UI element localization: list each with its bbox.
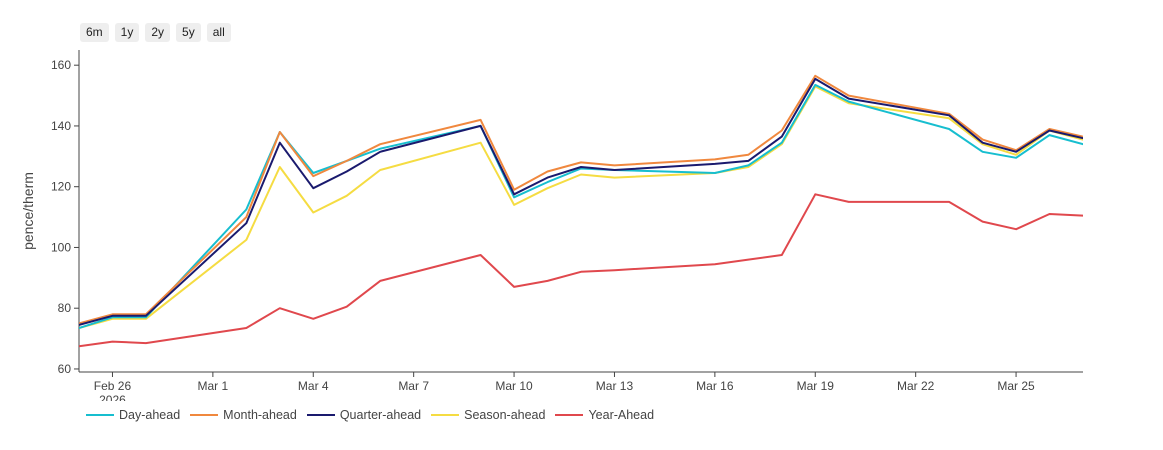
legend-swatch: [86, 414, 114, 416]
legend-label: Quarter-ahead: [339, 408, 422, 422]
x-tick-label: Mar 25: [997, 379, 1035, 393]
x-tick-label: Mar 22: [897, 379, 935, 393]
x-tick-sublabel: 2026: [99, 393, 126, 407]
range-button-1y[interactable]: 1y: [114, 23, 140, 42]
legend-swatch: [555, 414, 584, 416]
range-selector: 6m 1y 2y 5y all: [80, 23, 231, 42]
x-tick-label: Mar 16: [696, 379, 734, 393]
series-line-day-ahead[interactable]: [79, 83, 1083, 329]
legend-label: Day-ahead: [119, 408, 181, 422]
x-tick-label: Mar 19: [797, 379, 835, 393]
series-line-quarter-ahead[interactable]: [79, 77, 1083, 326]
y-tick-label: 80: [58, 301, 72, 315]
x-tick-label: Mar 4: [298, 379, 329, 393]
y-tick-label: 60: [58, 362, 72, 376]
x-tick-label: Mar 7: [398, 379, 429, 393]
range-button-all[interactable]: all: [206, 23, 231, 42]
legend-item-month-ahead[interactable]: Month-ahead: [190, 408, 297, 422]
y-axis-title: pence/therm: [20, 172, 36, 250]
series-line-year-ahead[interactable]: [79, 193, 1083, 348]
legend-item-season-ahead[interactable]: Season-ahead: [431, 408, 545, 422]
x-tick-label: Mar 1: [198, 379, 229, 393]
legend-swatch: [431, 414, 460, 416]
legend-item-day-ahead[interactable]: Day-ahead: [86, 408, 180, 422]
y-tick-label: 120: [51, 180, 71, 194]
range-button-5y[interactable]: 5y: [176, 23, 201, 42]
y-tick-label: 140: [51, 119, 71, 133]
legend-item-quarter-ahead[interactable]: Quarter-ahead: [306, 408, 422, 422]
legend-label: Month-ahead: [223, 408, 297, 422]
legend: Day-ahead Month-ahead Quarter-ahead Season-…: [86, 408, 654, 422]
legend-label: Year-Ahead: [588, 408, 655, 422]
series-line-season-ahead[interactable]: [79, 85, 1083, 329]
x-tick-label: Feb 26: [94, 379, 132, 393]
x-tick-label: Mar 13: [596, 379, 634, 393]
range-button-2y[interactable]: 2y: [145, 23, 171, 42]
series-lines: [79, 74, 1083, 348]
x-tick-label: Mar 10: [495, 379, 533, 393]
range-button-6m[interactable]: 6m: [80, 23, 109, 42]
series-line-month-ahead[interactable]: [79, 74, 1083, 325]
legend-swatch: [306, 414, 335, 416]
y-tick-label: 160: [51, 58, 71, 72]
legend-label: Season-ahead: [464, 408, 546, 422]
legend-item-year-ahead[interactable]: Year-Ahead: [555, 408, 654, 422]
legend-swatch: [190, 414, 219, 416]
y-tick-label: 100: [51, 240, 71, 254]
